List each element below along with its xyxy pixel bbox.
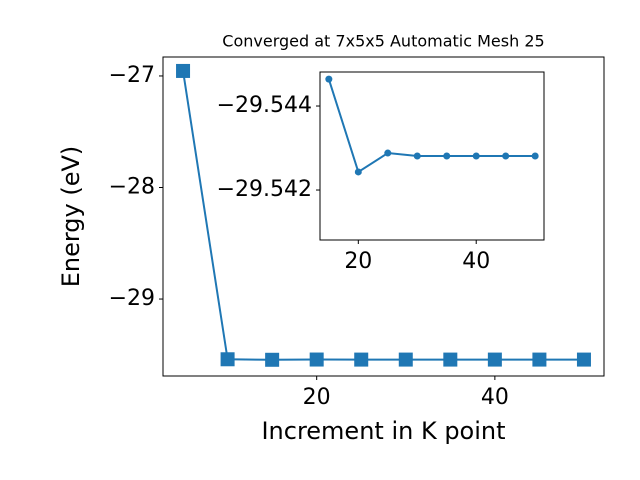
- marker: [413, 152, 421, 160]
- marker: [576, 352, 591, 367]
- marker: [176, 63, 191, 78]
- marker: [354, 352, 369, 367]
- marker: [531, 152, 539, 160]
- marker: [487, 352, 502, 367]
- x-axis-label: Increment in K point: [261, 417, 505, 445]
- marker: [443, 152, 451, 160]
- marker: [532, 352, 547, 367]
- marker: [220, 352, 235, 367]
- y-axis-label: Energy (eV): [57, 146, 85, 288]
- y-tick-label: −29.542: [217, 177, 312, 202]
- y-tick-label: −27: [109, 63, 155, 88]
- y-tick-label: −28: [109, 175, 155, 200]
- marker: [325, 75, 333, 83]
- marker: [472, 152, 480, 160]
- marker: [398, 352, 413, 367]
- y-tick-label: −29.544: [217, 93, 312, 118]
- marker: [502, 152, 510, 160]
- marker: [443, 352, 458, 367]
- series-line: [182, 70, 584, 361]
- x-tick-label: 20: [344, 249, 372, 274]
- marker: [384, 149, 392, 157]
- marker: [265, 352, 280, 367]
- marker: [354, 168, 362, 176]
- marker: [309, 352, 324, 367]
- x-tick-label: 40: [462, 249, 490, 274]
- x-tick-label: 40: [481, 385, 509, 410]
- y-tick-label: −29: [109, 286, 155, 311]
- series-line: [327, 78, 536, 174]
- chart-title: Converged at 7x5x5 Automatic Mesh 25: [222, 32, 544, 51]
- x-tick-label: 20: [303, 385, 331, 410]
